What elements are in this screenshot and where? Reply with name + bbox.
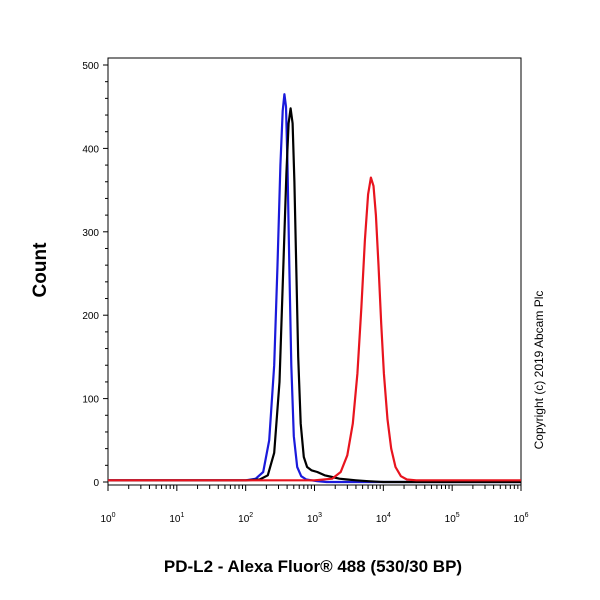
x-tick-label: 105 [445,512,460,525]
y-tick-label: 300 [82,228,99,239]
x-tick-label: 106 [513,512,528,525]
labels-layer: 0 100 200 300 400 500 100 101 102 103 104 105 106 [82,61,528,525]
series-layer [108,93,521,484]
y-tick-label: 500 [82,61,99,72]
x-tick-label: 101 [169,512,184,525]
unstained-control-line [108,107,521,484]
copyright-notice: Copyright (c) 2019 Abcam Plc [532,291,546,450]
x-tick-label: 104 [376,512,391,525]
y-axis-title: Count [30,242,51,298]
axes-layer [103,57,522,491]
x-tick-label: 102 [238,512,253,525]
y-tick-label: 0 [93,478,99,489]
y-tick-label: 200 [82,311,99,322]
x-tick-label: 103 [307,512,322,525]
y-tick-label: 100 [82,395,99,406]
x-axis-title: PD-L2 - Alexa Fluor® 488 (530/30 BP) [164,557,462,576]
x-tick-label: 100 [100,512,115,525]
y-tick-label: 400 [82,144,99,155]
pd-l2-stained-line [108,176,521,482]
